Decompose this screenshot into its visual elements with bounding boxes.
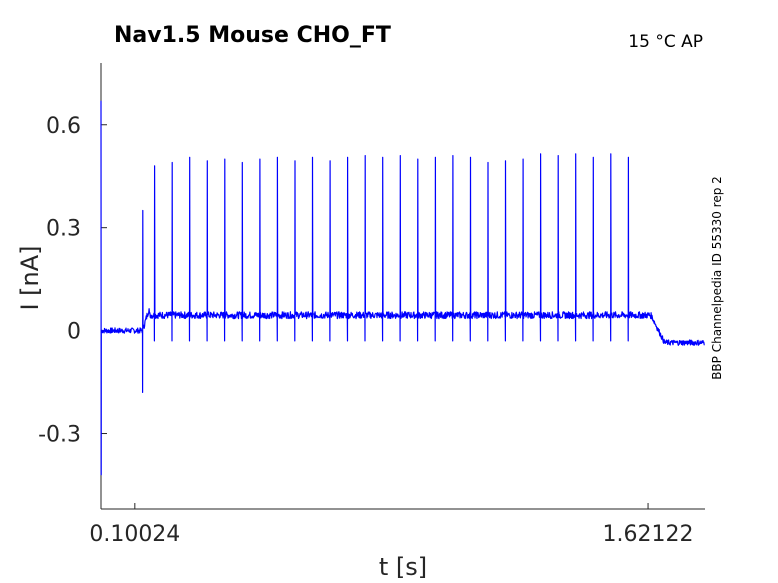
channelpedia-id-note: BBP Channelpedia ID 55330 rep 2 bbox=[710, 176, 724, 380]
y-tick-label: 0 bbox=[67, 320, 81, 345]
x-tick-label: 0.10024 bbox=[89, 522, 180, 547]
chart-title: Nav1.5 Mouse CHO_FT bbox=[114, 23, 391, 48]
tick-marks: -0.3 0 0.3 0.6 0.10024 1.62122 bbox=[38, 114, 693, 547]
temperature-protocol-note: 15 °C AP bbox=[628, 32, 703, 52]
y-tick-label: 0.6 bbox=[46, 114, 81, 139]
y-axis-label: I [nA] bbox=[16, 245, 44, 310]
current-trace-line bbox=[100, 100, 705, 476]
y-tick-label: -0.3 bbox=[38, 423, 81, 448]
axes bbox=[100, 63, 705, 510]
y-tick-label: 0.3 bbox=[46, 217, 81, 242]
trace-group bbox=[100, 100, 705, 476]
x-axis-label: t [s] bbox=[379, 553, 427, 581]
x-tick-label: 1.62122 bbox=[603, 522, 694, 547]
